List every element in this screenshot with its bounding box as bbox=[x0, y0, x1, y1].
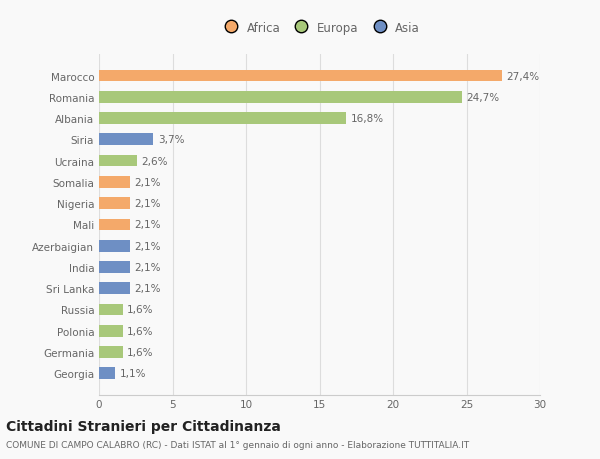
Bar bbox=[99, 177, 130, 188]
Text: 1,6%: 1,6% bbox=[127, 347, 154, 357]
Text: 2,1%: 2,1% bbox=[134, 284, 161, 294]
Text: 2,1%: 2,1% bbox=[134, 220, 161, 230]
Text: 2,1%: 2,1% bbox=[134, 241, 161, 251]
Text: 2,1%: 2,1% bbox=[134, 178, 161, 187]
Bar bbox=[99, 198, 130, 209]
Text: 1,6%: 1,6% bbox=[127, 326, 154, 336]
Legend: Africa, Europa, Asia: Africa, Europa, Asia bbox=[215, 17, 424, 39]
Bar bbox=[99, 134, 154, 146]
Bar bbox=[99, 368, 115, 379]
Bar bbox=[99, 304, 122, 316]
Bar bbox=[99, 113, 346, 125]
Text: 2,1%: 2,1% bbox=[134, 263, 161, 272]
Text: 1,6%: 1,6% bbox=[127, 305, 154, 315]
Text: 27,4%: 27,4% bbox=[506, 71, 539, 81]
Bar bbox=[99, 219, 130, 231]
Bar bbox=[99, 156, 137, 167]
Bar bbox=[99, 283, 130, 294]
Bar bbox=[99, 71, 502, 82]
Text: 3,7%: 3,7% bbox=[158, 135, 184, 145]
Bar bbox=[99, 347, 122, 358]
Text: 2,1%: 2,1% bbox=[134, 199, 161, 209]
Bar bbox=[99, 241, 130, 252]
Text: Cittadini Stranieri per Cittadinanza: Cittadini Stranieri per Cittadinanza bbox=[6, 420, 281, 434]
Text: 16,8%: 16,8% bbox=[350, 114, 383, 124]
Text: 24,7%: 24,7% bbox=[467, 93, 500, 102]
Bar bbox=[99, 92, 462, 103]
Text: 1,1%: 1,1% bbox=[119, 369, 146, 379]
Text: 2,6%: 2,6% bbox=[142, 156, 168, 166]
Bar bbox=[99, 262, 130, 273]
Text: COMUNE DI CAMPO CALABRO (RC) - Dati ISTAT al 1° gennaio di ogni anno - Elaborazi: COMUNE DI CAMPO CALABRO (RC) - Dati ISTA… bbox=[6, 441, 469, 449]
Bar bbox=[99, 325, 122, 337]
